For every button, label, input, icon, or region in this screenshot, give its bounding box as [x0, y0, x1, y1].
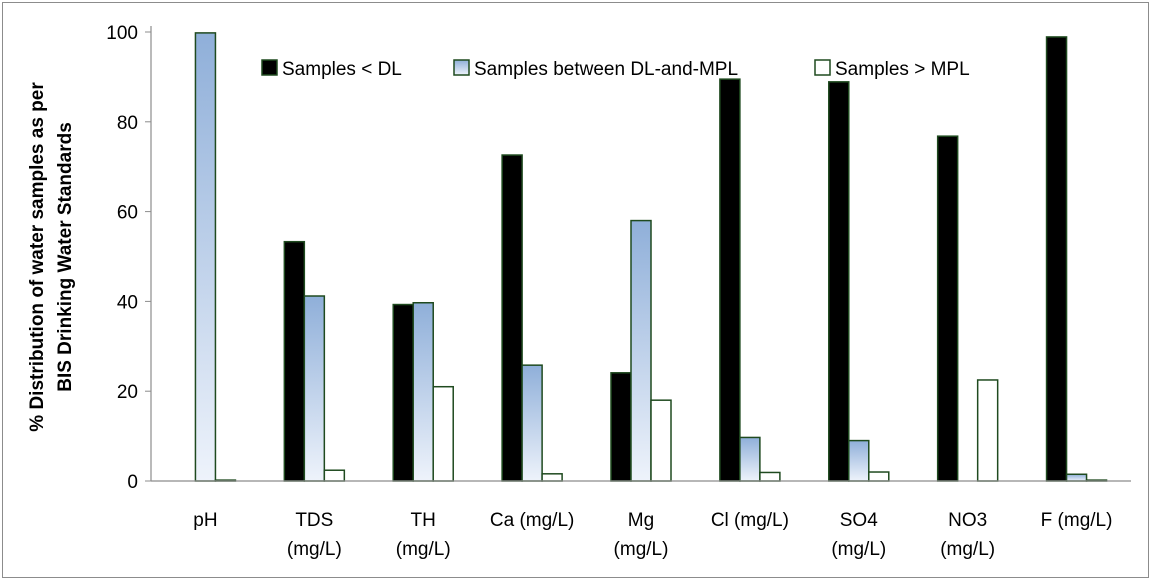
legend-label: Samples between DL-and-MPL	[474, 59, 738, 80]
legend-swatch	[814, 59, 831, 76]
x-tick-label: Cl (mg/L)	[711, 510, 789, 531]
y-tick-label: 100	[106, 23, 138, 44]
x-tick-label: (mg/L)	[940, 539, 995, 560]
y-tick-label: 80	[117, 113, 138, 134]
x-tick-label: TDS	[295, 510, 333, 531]
x-axis-ticks: pH TDS (mg/L) TH (mg/L) Ca (mg/L) Mg (mg/L) Cl (…	[193, 510, 1112, 560]
y-tick-label: 40	[117, 292, 138, 313]
bar-chart: % Distribution of water samples as per BI…	[27, 23, 1131, 560]
bar	[1065, 473, 1088, 482]
legend: Samples < DL Samples between DL-and-MPL Sa…	[261, 59, 970, 80]
x-tick-label: NO3	[948, 510, 987, 531]
bar	[650, 399, 672, 482]
bar	[610, 372, 632, 482]
legend-label: Samples > MPL	[835, 59, 970, 80]
bar	[719, 78, 741, 482]
bar	[739, 436, 761, 482]
y-tick-label: 60	[117, 203, 138, 224]
legend-swatch	[453, 59, 470, 76]
bars	[194, 32, 1108, 482]
bar	[323, 469, 346, 482]
x-tick-label: (mg/L)	[614, 539, 669, 560]
x-tick-label: F (mg/L)	[1041, 510, 1113, 531]
bar	[848, 439, 870, 482]
bar	[976, 379, 999, 482]
bar	[194, 32, 217, 482]
bar	[412, 301, 434, 482]
bar	[1045, 36, 1068, 482]
bar	[868, 471, 890, 482]
bar	[541, 473, 563, 482]
y-axis-ticks: 0 20 40 60 80 100	[106, 23, 151, 493]
axes	[150, 26, 1131, 482]
bar	[303, 295, 326, 482]
y-axis-title-line: BIS Drinking Water Standards	[55, 122, 76, 392]
y-axis-label: % Distribution of water samples as per BI…	[27, 82, 76, 432]
legend-label: Samples < DL	[282, 59, 402, 80]
bar	[432, 385, 454, 482]
x-tick-label: (mg/L)	[287, 539, 342, 560]
y-axis-title-line: % Distribution of water samples as per	[27, 82, 48, 432]
bar	[501, 154, 523, 482]
y-tick-label: 20	[117, 382, 138, 403]
x-tick-label: Mg	[628, 510, 654, 531]
bar	[283, 240, 306, 482]
x-tick-label: pH	[193, 510, 217, 531]
x-tick-label: TH	[411, 510, 436, 531]
y-tick-label: 0	[127, 472, 138, 493]
legend-swatch	[261, 59, 278, 76]
bar	[936, 135, 959, 482]
bar	[521, 364, 543, 482]
bar	[828, 81, 850, 482]
x-tick-label: (mg/L)	[831, 539, 886, 560]
x-tick-label: SO4	[840, 510, 878, 531]
x-tick-label: Ca (mg/L)	[490, 510, 574, 531]
bar	[392, 303, 414, 482]
x-tick-label: (mg/L)	[396, 539, 451, 560]
bar	[630, 219, 652, 482]
bar	[759, 471, 781, 482]
